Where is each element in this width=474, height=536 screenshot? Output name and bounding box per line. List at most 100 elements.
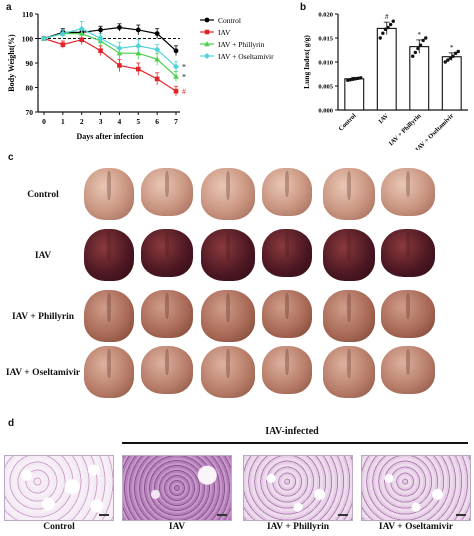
data-point [353, 77, 358, 81]
x-tick-label: IAV [377, 112, 390, 125]
histology-label: IAV + Oseltamivir [378, 522, 454, 532]
histology-label: IAV + Phillyrin [266, 522, 330, 532]
data-point [348, 78, 353, 82]
data-point [173, 48, 179, 54]
lung-photo [323, 229, 375, 281]
data-point [41, 35, 47, 42]
lung-photo [323, 346, 375, 398]
panel-letter-a: a [6, 2, 12, 13]
data-point [451, 54, 455, 58]
lung-photo [201, 346, 255, 398]
lung-photo [323, 290, 375, 342]
panel-letter-b: b [300, 2, 307, 13]
data-point [424, 36, 428, 40]
series-line [43, 32, 177, 77]
significance-mark: * [450, 44, 454, 52]
scale-bar [99, 514, 109, 516]
lung-index-chart: 0.000 0.005 0.010 0.015 0.020 Lung Index( g/g… [302, 12, 468, 150]
series-line [43, 37, 177, 92]
data-point [154, 56, 160, 62]
x-tick-label: 0 [42, 117, 46, 126]
body-weight-axes: 0 1 2 3 4 5 6 7 70 80 90 100 110 Days after infection… [7, 10, 180, 141]
lung-row-label: IAV + Phillyrin [11, 312, 75, 322]
y-tick-label: 70 [26, 108, 34, 117]
lung-photo [201, 229, 255, 281]
data-point [359, 76, 363, 80]
data-point [446, 58, 450, 62]
lung-photo [141, 290, 193, 338]
y-tick-label: 0.020 [318, 12, 333, 19]
lung-photo [201, 168, 255, 220]
data-point [386, 25, 390, 30]
data-point [378, 36, 382, 40]
x-tick-label: 4 [118, 117, 122, 126]
data-point [154, 76, 160, 82]
x-tick-label: 2 [80, 117, 84, 126]
lung-row-label: IAV [34, 251, 52, 261]
y-tick-label: 80 [26, 84, 34, 93]
data-point [154, 46, 161, 53]
data-point [60, 42, 66, 47]
y-tick-label: 90 [26, 59, 34, 68]
significance-mark: * [182, 72, 186, 81]
y-axis-title: Body Weight(%) [7, 34, 16, 92]
histology-label: IAV [168, 522, 186, 532]
body-weight-chart: 0 1 2 3 4 5 6 7 70 80 90 100 110 Days after infection… [7, 10, 274, 141]
bar [441, 56, 462, 111]
data-point [173, 88, 179, 94]
lung-photo [381, 346, 435, 394]
data-point [421, 38, 425, 43]
lung-photo [262, 229, 312, 277]
legend-label: IAV + Oseltamivir [218, 52, 274, 61]
lung-photo [381, 168, 435, 216]
y-tick-label: 0.000 [318, 108, 333, 115]
scale-bar [456, 514, 466, 516]
data-point [59, 30, 66, 37]
legend-marker [204, 53, 210, 59]
lung-photo [262, 168, 312, 216]
lung-photo [323, 168, 375, 220]
data-point [117, 63, 122, 68]
data-point [411, 54, 415, 58]
x-tick-label: 7 [174, 117, 178, 126]
histology-image [243, 455, 353, 521]
significance-mark: # [385, 13, 389, 21]
data-point [418, 43, 423, 47]
scale-bar [338, 514, 348, 516]
body-weight-series: ** # [41, 20, 186, 96]
x-tick-label: 6 [155, 117, 159, 126]
y-tick-label: 0.010 [318, 60, 333, 67]
x-tick-label: Control [337, 112, 357, 132]
data-point [116, 45, 123, 52]
lung-photo [84, 168, 134, 220]
histology-group-bracket [122, 442, 468, 444]
lung-photo [262, 290, 312, 338]
x-tick-label: 1 [61, 117, 65, 126]
data-point [173, 73, 179, 79]
legend-marker [204, 41, 210, 47]
lung-index-bars: # * * [344, 13, 462, 111]
data-point [135, 42, 142, 49]
x-tick-label: 3 [99, 117, 103, 126]
y-axis-title: Lung Index( g/g) [302, 35, 311, 89]
data-point [117, 25, 122, 30]
lung-photo [141, 346, 193, 394]
data-point [97, 35, 104, 42]
data-point [154, 31, 160, 36]
data-point [456, 49, 460, 54]
lung-photo [381, 229, 435, 277]
y-tick-label: 100 [22, 35, 34, 44]
histology-image [4, 455, 114, 521]
histology-image [122, 455, 232, 521]
data-point [416, 46, 420, 51]
data-point [173, 63, 179, 70]
data-point [135, 50, 142, 56]
x-tick-label: IAV + Phillyrin [388, 112, 423, 147]
data-point [351, 77, 355, 81]
legend-marker [204, 29, 210, 35]
legend-label: IAV [218, 28, 231, 37]
data-point [79, 37, 85, 43]
significance-mark: * [418, 31, 422, 39]
data-point [413, 50, 418, 55]
histology-image [361, 455, 471, 521]
